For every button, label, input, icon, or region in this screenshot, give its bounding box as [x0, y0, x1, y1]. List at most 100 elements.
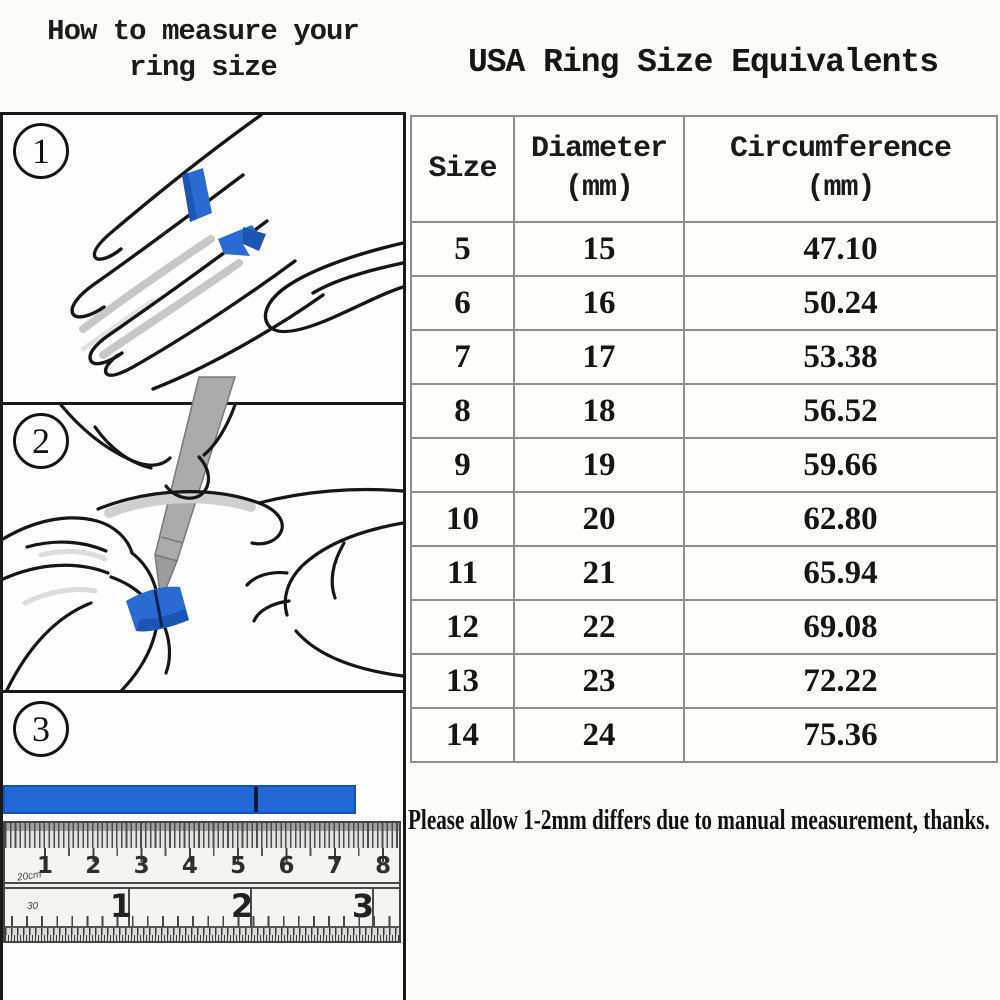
step-3-number-badge: 3	[13, 701, 69, 757]
strip-on-finger	[182, 168, 266, 256]
ruler-separator	[5, 882, 399, 889]
table-row: 12 22 69.08	[410, 599, 998, 655]
table-cell: 19	[513, 437, 685, 493]
table-cell: 5	[410, 221, 515, 277]
table-cell: 16	[513, 275, 685, 331]
table-cell: 56.52	[683, 383, 998, 439]
blue-measuring-strip	[3, 785, 356, 814]
table-cell: 15	[513, 221, 685, 277]
ruler-cm-unit-label: 20cm	[16, 869, 43, 884]
ruler-inch-unit-label: 30	[27, 901, 39, 912]
table-cell: 18	[513, 383, 685, 439]
left-title-line1: How to measure your	[47, 15, 360, 48]
ruler-cm-number: 2	[85, 853, 102, 879]
table-cell: 24	[513, 707, 685, 763]
ruler-cm-number: 5	[230, 853, 247, 879]
hand-light-shading	[80, 298, 156, 352]
table-cell: 20	[513, 491, 685, 547]
ruler-halfcm-tick-marks	[68, 848, 399, 856]
ruler-inch-number: 3	[351, 887, 375, 925]
table-cell: 11	[410, 545, 515, 601]
table-row: 6 16 50.24	[410, 275, 998, 331]
ruler-cm-number: 1	[36, 853, 54, 879]
table-cell: 9	[410, 437, 515, 493]
left-title-line2: ring size	[129, 51, 278, 85]
ruler-mm-ticks	[5, 823, 399, 848]
ruler-inch-tick-marks	[11, 916, 399, 926]
ruler-cm-number: 4	[181, 853, 198, 879]
ruler-inch-scale: 1 2 3 30	[5, 887, 399, 926]
step-1-number: 1	[32, 131, 50, 171]
step-3-number: 3	[32, 709, 50, 749]
table-row: 11 21 65.94	[410, 545, 998, 601]
step-2-panel: 2	[0, 376, 406, 693]
ruler-cm-number: 7	[326, 853, 343, 879]
ruler-fine-ticks	[5, 926, 399, 941]
right-title: USA Ring Size Equivalents	[467, 44, 939, 81]
col-header-size: Size	[410, 115, 515, 223]
hand-with-strip-illustration	[70, 113, 405, 391]
table-cell: 65.94	[683, 545, 998, 601]
ruler-inch-number: 1	[109, 887, 133, 925]
col-header-diameter-label: Diameter	[530, 132, 668, 166]
table-cell: 22	[513, 599, 685, 655]
ruler-inch-divider	[128, 889, 130, 926]
ruler-cm-number: 8	[375, 853, 392, 879]
pen-mark-on-strip	[254, 787, 258, 812]
table-cell: 72.22	[683, 653, 998, 709]
table-cell: 53.38	[683, 329, 998, 385]
table-row: 7 17 53.38	[410, 329, 998, 385]
table-cell: 10	[410, 491, 515, 547]
ruler-cm-scale: 1 2 3 4 5 6 7 8 20cm	[5, 848, 399, 884]
ruler-inch-divider	[250, 889, 252, 926]
left-title: How to measure your ring size	[0, 14, 406, 87]
col-header-diameter: Diameter (mm)	[513, 115, 685, 223]
ring-size-table-body: 5 15 47.10 6 16 50.24 7 17 53.38 8 18 56.52 9 19 59.66…	[410, 221, 998, 763]
table-cell: 13	[410, 653, 515, 709]
col-header-circumference: Circumference (mm)	[683, 115, 998, 223]
col-header-circumference-label: Circumference	[729, 132, 952, 166]
table-cell: 8	[410, 383, 515, 439]
ruler-inch-divider	[372, 889, 374, 926]
table-cell: 14	[410, 707, 515, 763]
ruler-inch-number: 2	[230, 887, 254, 925]
table-cell: 75.36	[683, 707, 998, 763]
col-header-circumference-unit: (mm)	[806, 171, 875, 205]
table-cell: 50.24	[683, 275, 998, 331]
table-cell: 69.08	[683, 599, 998, 655]
table-row: 13 23 72.22	[410, 653, 998, 709]
table-cell: 6	[410, 275, 515, 331]
table-cell: 47.10	[683, 221, 998, 277]
hand-shading-lines	[22, 549, 108, 606]
ruler-cm-number: 6	[278, 853, 295, 879]
table-cell: 21	[513, 545, 685, 601]
table-cell: 59.66	[683, 437, 998, 493]
step-1-panel: 1	[0, 112, 406, 405]
step-1-number-badge: 1	[13, 123, 69, 179]
step-2-number-badge: 2	[13, 413, 69, 469]
table-row: 5 15 47.10	[410, 221, 998, 277]
table-header-row: Size Diameter (mm) Circumference (mm)	[410, 115, 998, 223]
hand-shading-lines	[79, 235, 243, 359]
step-2-number: 2	[32, 421, 50, 461]
table-cell: 62.80	[683, 491, 998, 547]
measurement-note: Please allow 1-2mm differs due to manual…	[408, 804, 990, 836]
table-cell: 12	[410, 599, 515, 655]
table-row: 10 20 62.80	[410, 491, 998, 547]
table-cell: 23	[513, 653, 685, 709]
table-row: 14 24 75.36	[410, 707, 998, 763]
table-row: 8 18 56.52	[410, 383, 998, 439]
col-header-diameter-unit: (mm)	[564, 171, 634, 205]
hands-outline	[1, 403, 405, 692]
table-row: 9 19 59.66	[410, 437, 998, 493]
blue-ring-band	[126, 586, 189, 632]
ruler-cm-number: 3	[133, 853, 150, 879]
marking-strip-illustration	[1, 376, 405, 692]
col-header-size-label: Size	[428, 151, 497, 186]
table-cell: 17	[513, 329, 685, 385]
table-cell: 7	[410, 329, 515, 385]
